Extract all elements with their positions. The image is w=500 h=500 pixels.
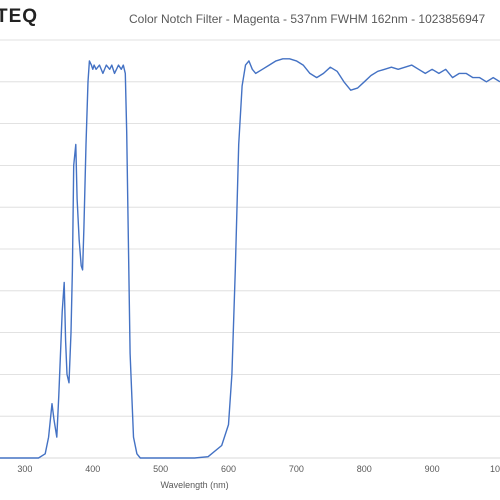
transmission-series-line	[0, 58, 500, 459]
x-tick-label: 900	[425, 464, 440, 474]
x-axis-label: Wavelength (nm)	[160, 480, 228, 490]
brand-logo: TEQ	[0, 6, 39, 27]
x-tick-label: 800	[357, 464, 372, 474]
x-axis-ticks: 300 400 500 600 700 800 900 1000	[17, 464, 500, 474]
x-tick-label: 500	[153, 464, 168, 474]
chart-title: Color Notch Filter - Magenta - 537nm FWH…	[129, 12, 486, 26]
x-tick-label: 1000	[490, 464, 500, 474]
x-tick-label: 400	[85, 464, 100, 474]
x-tick-label: 600	[221, 464, 236, 474]
x-tick-label: 300	[17, 464, 32, 474]
x-tick-label: 700	[289, 464, 304, 474]
grid-lines	[0, 39, 500, 459]
